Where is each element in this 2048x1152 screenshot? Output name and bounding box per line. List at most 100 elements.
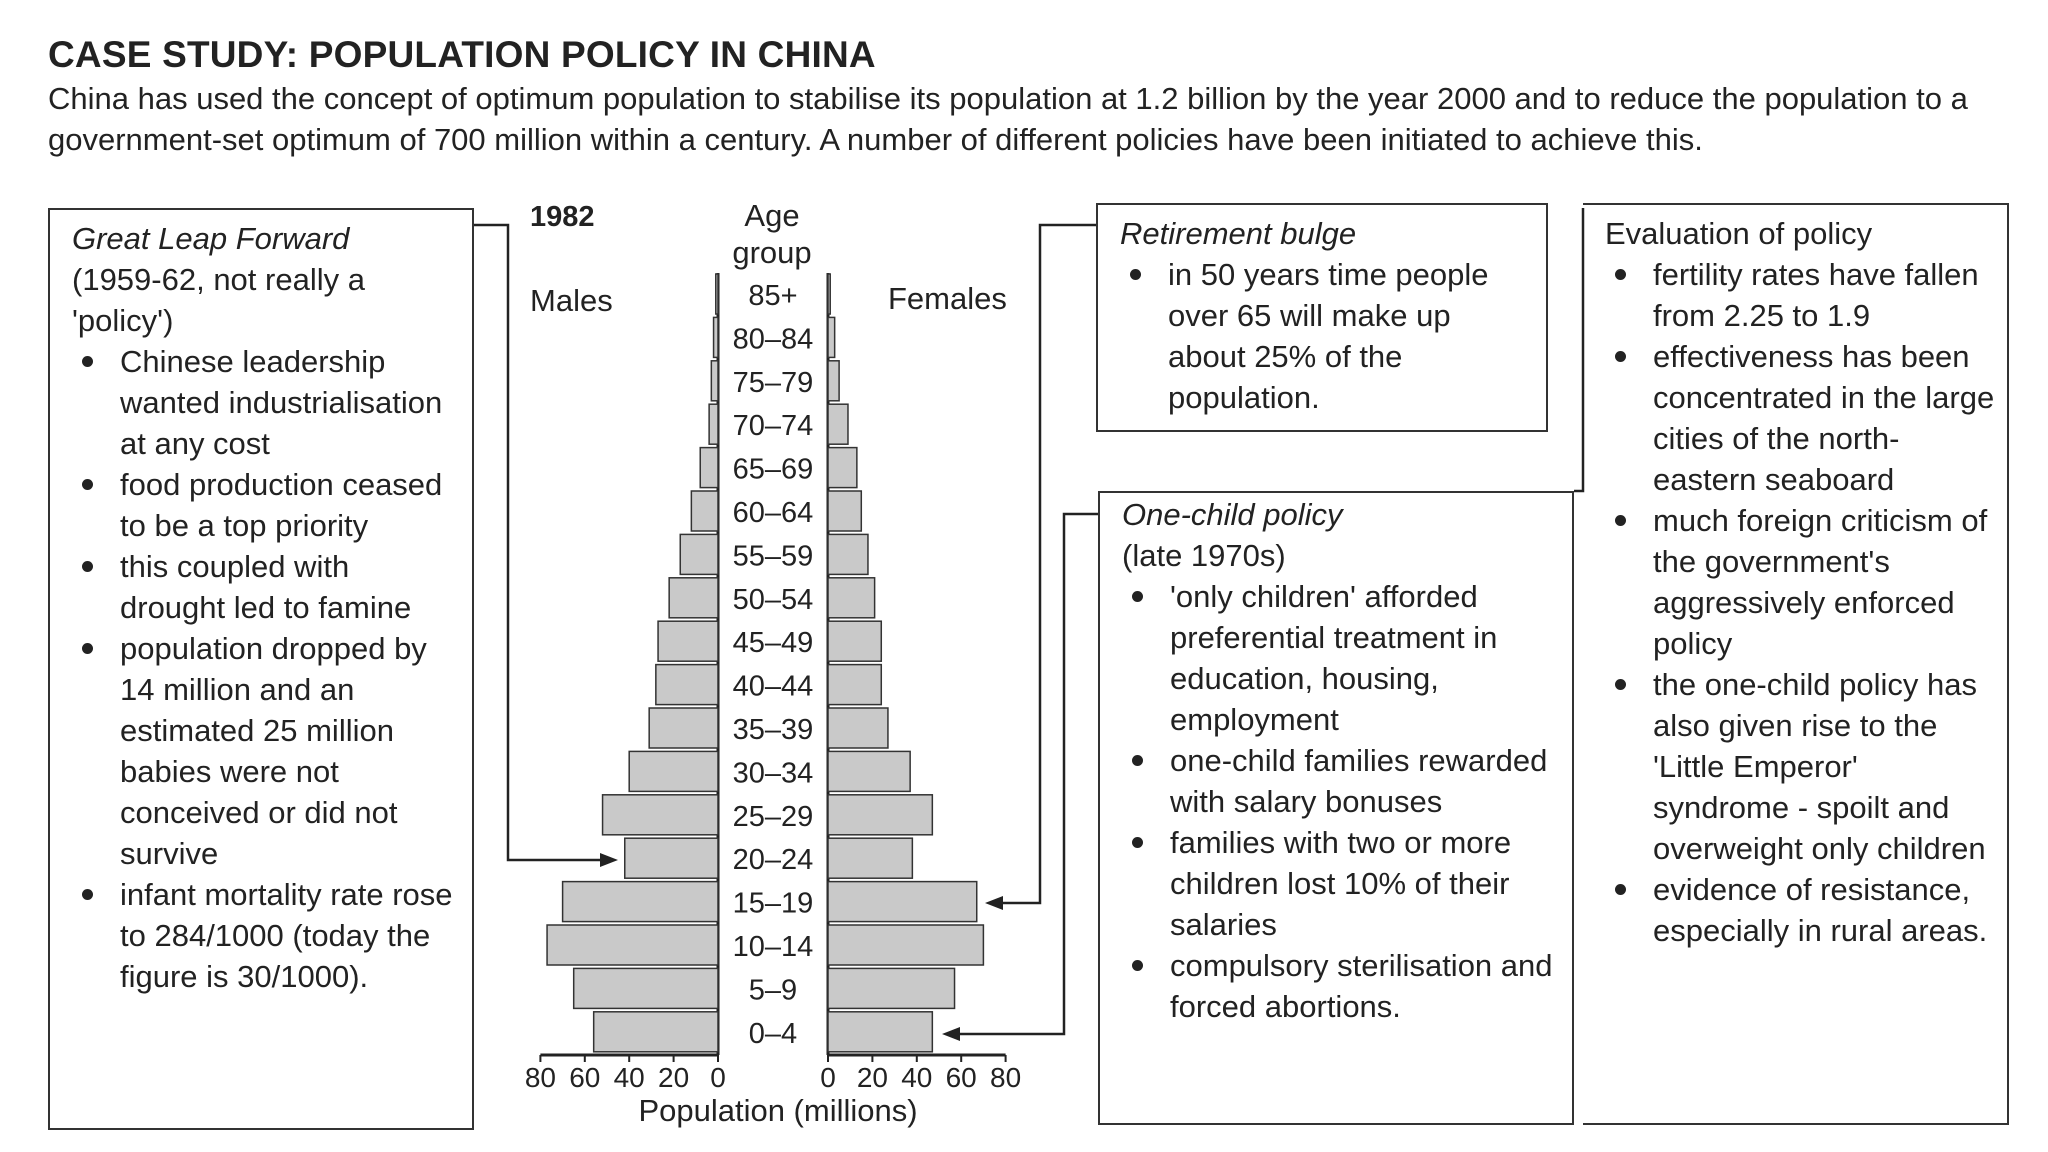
x-tick-label: 60 <box>946 1062 977 1093</box>
age-group-label: 40–44 <box>733 671 814 703</box>
age-group-label: 20–24 <box>733 844 814 876</box>
female-bar <box>827 403 849 445</box>
male-bar <box>715 273 719 315</box>
one-child-bullet: families with two or more children lost … <box>1122 822 1562 945</box>
bullet-icon <box>1132 837 1143 848</box>
age-group-label: 55–59 <box>733 540 814 572</box>
age-group-label: 5–9 <box>749 974 797 1006</box>
retirement-connector <box>1000 223 1096 905</box>
male-bar <box>699 446 719 489</box>
x-tick-label: 80 <box>990 1062 1021 1093</box>
male-bar <box>712 316 719 359</box>
age-group-label: 60–64 <box>733 497 814 529</box>
bullet-icon <box>82 643 93 654</box>
bullet-icon <box>1615 884 1626 895</box>
male-bar <box>624 837 719 879</box>
male-bar <box>657 620 719 662</box>
pyramid-plot: 85+ 80–84 75–79 70–74 65–69 60–64 55–59 50–54 45… <box>525 273 1021 1093</box>
bullet-icon <box>1132 755 1143 766</box>
female-bar <box>827 577 876 619</box>
age-group-label: 45–49 <box>733 627 814 659</box>
great-leap-bullet: food production ceased to be a top prior… <box>72 464 458 546</box>
x-axis-title: Population (millions) <box>638 1093 917 1128</box>
great-leap-forward-box: Great Leap Forward (1959-62, not really … <box>48 208 474 1130</box>
male-bar <box>572 967 719 1010</box>
bullet-icon <box>1615 269 1626 280</box>
male-bar <box>546 924 719 966</box>
females-label: Females <box>888 281 1007 316</box>
bullet-icon <box>82 889 93 900</box>
bullet-icon <box>1130 269 1141 280</box>
page-title: CASE STUDY: POPULATION POLICY IN CHINA <box>48 34 876 75</box>
age-group-label: 75–79 <box>733 367 814 399</box>
age-group-label: 30–34 <box>733 757 814 789</box>
bullet-icon <box>82 356 93 367</box>
retirement-bulge-box: Retirement bulge in 50 years time people… <box>1096 203 1548 432</box>
arrow-left-icon <box>942 1027 960 1041</box>
male-bar <box>601 794 719 836</box>
one-child-subheading: (late 1970s) <box>1122 538 1286 573</box>
chart-year: 1982 <box>530 201 595 233</box>
x-tick-label: 40 <box>614 1062 645 1093</box>
female-bar <box>827 1011 934 1053</box>
x-tick-label: 20 <box>857 1062 888 1093</box>
female-bar <box>827 880 978 923</box>
connector-lines <box>474 208 1585 1036</box>
age-group-label: 85+ <box>748 280 797 312</box>
male-bar <box>561 880 719 923</box>
age-group-label: 80–84 <box>733 323 814 355</box>
female-bar <box>827 837 914 879</box>
evaluation-heading: Evaluation of policy <box>1605 216 1873 251</box>
evaluation-bullet: much foreign criticism of the government… <box>1605 500 1999 664</box>
arrow-left-icon <box>985 896 1003 910</box>
male-bar <box>679 533 719 576</box>
male-bar <box>592 1011 719 1053</box>
male-bar <box>668 577 719 619</box>
arrow-right-icon <box>600 853 618 867</box>
bullet-icon <box>1132 960 1143 971</box>
age-group-label: 65–69 <box>733 454 814 486</box>
female-bar <box>827 924 985 966</box>
bullet-icon <box>1615 515 1626 526</box>
male-bar <box>710 360 719 402</box>
female-bar <box>827 446 858 489</box>
one-child-bullet: compulsory sterilisation and forced abor… <box>1122 945 1562 1027</box>
female-bar <box>827 360 840 402</box>
male-bar <box>648 707 719 749</box>
male-bar <box>690 490 719 532</box>
evaluation-bullet: fertility rates have fallen from 2.25 to… <box>1605 254 1999 336</box>
female-bar <box>827 967 956 1010</box>
bullet-icon <box>82 479 93 490</box>
one-child-policy-box: One-child policy (late 1970s) 'only chil… <box>1098 491 1574 1125</box>
female-bar <box>827 273 831 315</box>
female-bar <box>827 316 836 359</box>
x-tick-label: 80 <box>525 1062 556 1093</box>
x-tick-label: 20 <box>658 1062 689 1093</box>
evaluation-bullet: the one-child policy has also given rise… <box>1605 664 1999 869</box>
age-group-label: 15–19 <box>733 888 814 920</box>
x-tick-label: 40 <box>901 1062 932 1093</box>
x-tick-label: 0 <box>710 1062 726 1093</box>
x-tick-label: 0 <box>820 1062 836 1093</box>
great-leap-connector <box>474 223 605 862</box>
one-child-bullet: 'only children' afforded preferential tr… <box>1122 576 1562 740</box>
male-bar <box>655 663 719 706</box>
male-bar <box>708 403 719 445</box>
retirement-heading: Retirement bulge <box>1120 216 1357 251</box>
age-group-label: 35–39 <box>733 714 814 746</box>
one-child-connector <box>948 512 1098 1036</box>
female-bar <box>827 750 911 793</box>
great-leap-bullet: Chinese leadership wanted industrialisat… <box>72 341 458 464</box>
age-group-label: 50–54 <box>733 584 814 616</box>
one-child-bullet: one-child families rewarded with salary … <box>1122 740 1562 822</box>
great-leap-heading: Great Leap Forward <box>72 221 350 256</box>
evaluation-bullet: effectiveness has been concentrated in t… <box>1605 336 1999 500</box>
female-bar <box>827 490 863 532</box>
bullet-icon <box>1615 679 1626 690</box>
intro-paragraph: China has used the concept of optimum po… <box>48 81 1968 157</box>
great-leap-bullet: population dropped by 14 million and an … <box>72 628 458 874</box>
age-label: Age <box>744 198 799 233</box>
bullet-icon <box>1132 591 1143 602</box>
evaluation-bullet: evidence of resistance, especially in ru… <box>1605 869 1999 951</box>
